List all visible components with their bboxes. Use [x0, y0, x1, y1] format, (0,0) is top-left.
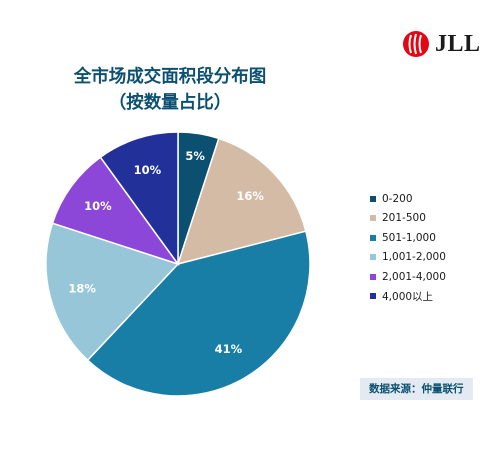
legend-item-5: 4,000以上	[370, 287, 446, 307]
pie-slice-2	[86, 230, 311, 397]
pie-slice-3	[45, 222, 180, 362]
pie-slice-4	[51, 156, 180, 266]
chart-title: 全市场成交面积段分布图 （按数量占比）	[0, 64, 340, 116]
legend-swatch-1	[370, 215, 376, 222]
legend-label-3: 1,001-2,000	[382, 251, 446, 264]
pie-data-label-0: 5%	[185, 149, 205, 163]
pie-data-label-3: 18%	[68, 282, 96, 296]
pie-slice-5	[99, 131, 179, 267]
legend-item-1: 201-500	[370, 209, 446, 229]
legend-swatch-5	[370, 293, 376, 300]
pie-data-label-2: 41%	[215, 342, 243, 356]
jll-logo: JLL	[402, 30, 481, 58]
pie-data-label-1: 16%	[236, 189, 264, 203]
legend-swatch-3	[370, 254, 376, 261]
jll-logo-icon	[403, 31, 429, 57]
legend-item-0: 0-200	[370, 189, 446, 209]
chart-title-line2: （按数量占比）	[108, 93, 232, 113]
source-note: 数据来源：仲量联行	[360, 378, 473, 400]
chart-legend: 0-200 201-500 501-1,000 1,001-2,000 2,001-4,…	[370, 189, 446, 306]
logo-text: JLL	[435, 30, 481, 57]
legend-swatch-4	[370, 273, 376, 280]
legend-label-1: 201-500	[382, 212, 426, 225]
legend-swatch-2	[370, 234, 376, 241]
pie-slice-1	[176, 137, 307, 266]
legend-item-3: 1,001-2,000	[370, 248, 446, 268]
legend-label-5: 4,000以上	[382, 290, 434, 303]
legend-swatch-0	[370, 195, 376, 202]
pie-data-label-4: 10%	[84, 199, 112, 213]
legend-item-4: 2,001-4,000	[370, 267, 446, 287]
pie-data-label-5: 10%	[134, 163, 162, 177]
legend-label-0: 0-200	[382, 192, 413, 205]
chart-title-line1: 全市场成交面积段分布图	[73, 67, 267, 87]
legend-item-2: 501-1,000	[370, 228, 446, 248]
legend-label-4: 2,001-4,000	[382, 270, 446, 283]
legend-label-2: 501-1,000	[382, 231, 436, 244]
